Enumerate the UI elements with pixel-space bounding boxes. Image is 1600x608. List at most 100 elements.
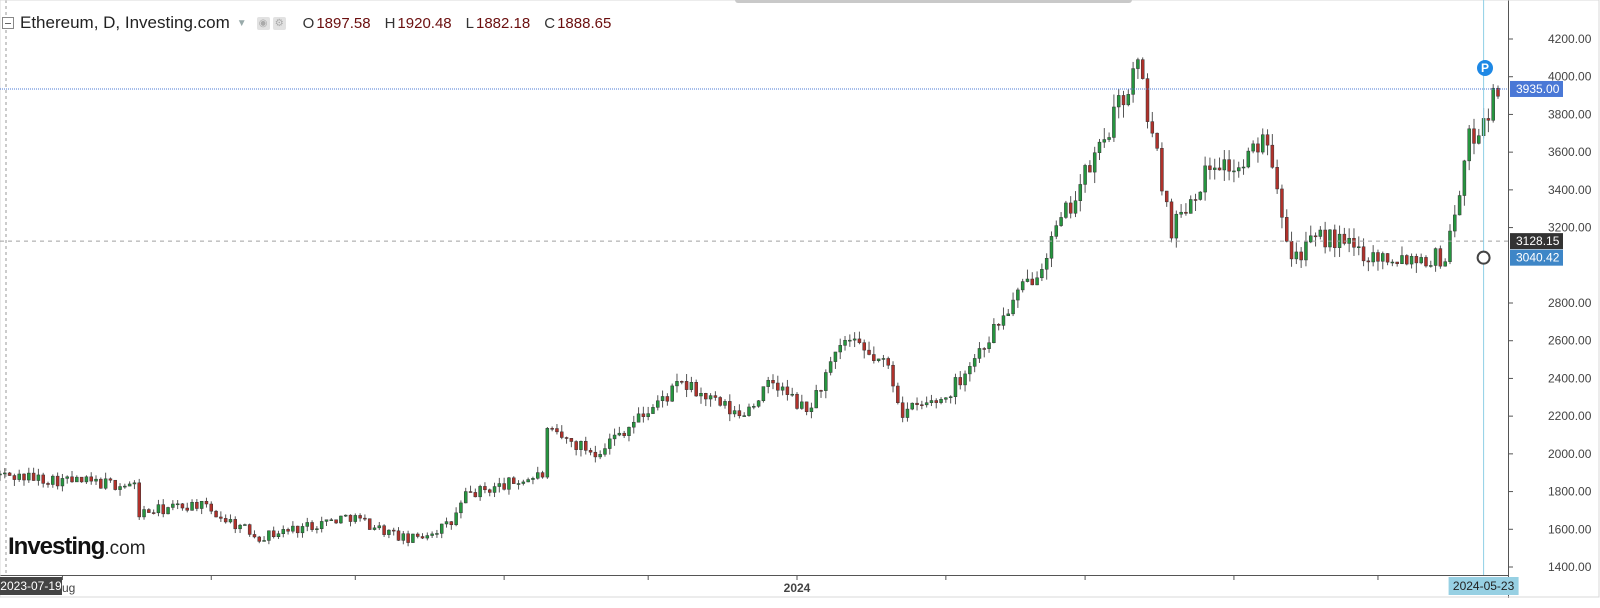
candle bbox=[612, 434, 617, 440]
candle bbox=[300, 526, 305, 534]
candle bbox=[1044, 258, 1049, 270]
candle bbox=[1160, 148, 1164, 192]
candle bbox=[1006, 313, 1011, 316]
candle bbox=[1112, 106, 1116, 138]
candle bbox=[1376, 252, 1380, 262]
candle bbox=[478, 486, 482, 498]
candle bbox=[800, 401, 804, 409]
candle bbox=[1131, 68, 1135, 95]
y-tick-label-5: 3200.00 bbox=[1548, 221, 1592, 235]
gear-icon[interactable]: ⚙ bbox=[272, 16, 286, 30]
candle bbox=[315, 528, 319, 530]
candle bbox=[463, 491, 468, 504]
candle bbox=[449, 521, 454, 526]
candle bbox=[171, 503, 175, 508]
candle bbox=[1102, 139, 1107, 143]
candle bbox=[948, 396, 953, 399]
p-marker-label: P bbox=[1481, 61, 1489, 75]
candle bbox=[843, 339, 847, 346]
candle bbox=[247, 524, 252, 535]
candle bbox=[704, 393, 708, 400]
candle bbox=[70, 476, 74, 483]
candle bbox=[1001, 315, 1006, 326]
candle bbox=[1414, 256, 1419, 264]
start-date-label: 2023-07-19 bbox=[0, 579, 62, 593]
candle bbox=[742, 415, 746, 417]
candle bbox=[1251, 143, 1255, 152]
candle bbox=[1333, 229, 1337, 248]
candle bbox=[598, 454, 602, 458]
start-date-tag bbox=[0, 577, 62, 595]
candle bbox=[1184, 211, 1188, 214]
candle bbox=[992, 324, 996, 343]
candle bbox=[516, 483, 521, 485]
top-drag-handle[interactable] bbox=[735, 0, 1132, 3]
candle bbox=[46, 483, 50, 485]
candle bbox=[1280, 188, 1284, 218]
candle bbox=[1486, 118, 1491, 121]
candle bbox=[876, 358, 881, 361]
candle bbox=[1059, 217, 1063, 226]
eye-icon[interactable]: ◉ bbox=[256, 16, 270, 30]
candle bbox=[536, 472, 540, 479]
candle bbox=[1342, 233, 1347, 244]
candle bbox=[1136, 59, 1140, 69]
candle bbox=[1025, 278, 1030, 282]
candle bbox=[1030, 278, 1035, 286]
y-tick-label-9: 2200.00 bbox=[1548, 409, 1592, 423]
y-tick-label-6: 2800.00 bbox=[1548, 296, 1592, 310]
candle bbox=[670, 385, 674, 402]
candle bbox=[723, 401, 727, 406]
candle bbox=[617, 432, 622, 436]
candle bbox=[353, 515, 358, 522]
candle bbox=[180, 503, 185, 509]
candle bbox=[243, 524, 247, 526]
candle bbox=[1318, 229, 1323, 237]
candle bbox=[132, 482, 137, 485]
candle bbox=[862, 342, 866, 351]
chart-title: Ethereum, D, Investing.com bbox=[20, 13, 230, 32]
collapse-icon[interactable] bbox=[2, 17, 14, 29]
candle bbox=[161, 504, 165, 515]
candle bbox=[1400, 255, 1404, 265]
candle bbox=[708, 395, 713, 400]
candle bbox=[699, 393, 703, 397]
y-tick-label-13: 1400.00 bbox=[1548, 560, 1592, 574]
candle bbox=[147, 509, 151, 513]
candle bbox=[771, 380, 775, 384]
candle bbox=[977, 348, 982, 359]
candle bbox=[569, 438, 574, 442]
candle bbox=[363, 517, 367, 520]
candle bbox=[1433, 248, 1438, 266]
candle bbox=[123, 485, 127, 488]
candle bbox=[1064, 202, 1068, 218]
ohlc-open: O 1897.58 bbox=[302, 14, 371, 32]
candle bbox=[1016, 289, 1020, 301]
candle bbox=[1232, 170, 1236, 173]
candle bbox=[420, 536, 425, 539]
candle bbox=[267, 530, 271, 541]
candle bbox=[920, 404, 924, 406]
candle bbox=[276, 533, 281, 537]
candle bbox=[646, 413, 650, 417]
candle bbox=[108, 478, 113, 481]
candle bbox=[7, 472, 12, 476]
candle bbox=[459, 502, 463, 514]
chevron-down-icon[interactable]: ▼ bbox=[236, 17, 247, 29]
y-tick-label-11: 1800.00 bbox=[1548, 485, 1592, 499]
candle bbox=[22, 473, 26, 481]
candle bbox=[560, 431, 564, 438]
candle bbox=[934, 400, 938, 403]
candle bbox=[1409, 256, 1414, 265]
candle bbox=[828, 361, 833, 373]
candle bbox=[636, 413, 641, 423]
candle bbox=[1294, 251, 1299, 260]
ohlc-high: H 1920.48 bbox=[384, 14, 452, 32]
candle bbox=[223, 518, 228, 523]
candle bbox=[60, 478, 65, 487]
y-tick-label-4: 3400.00 bbox=[1548, 183, 1592, 197]
candle bbox=[31, 472, 36, 481]
candle bbox=[1429, 265, 1433, 267]
